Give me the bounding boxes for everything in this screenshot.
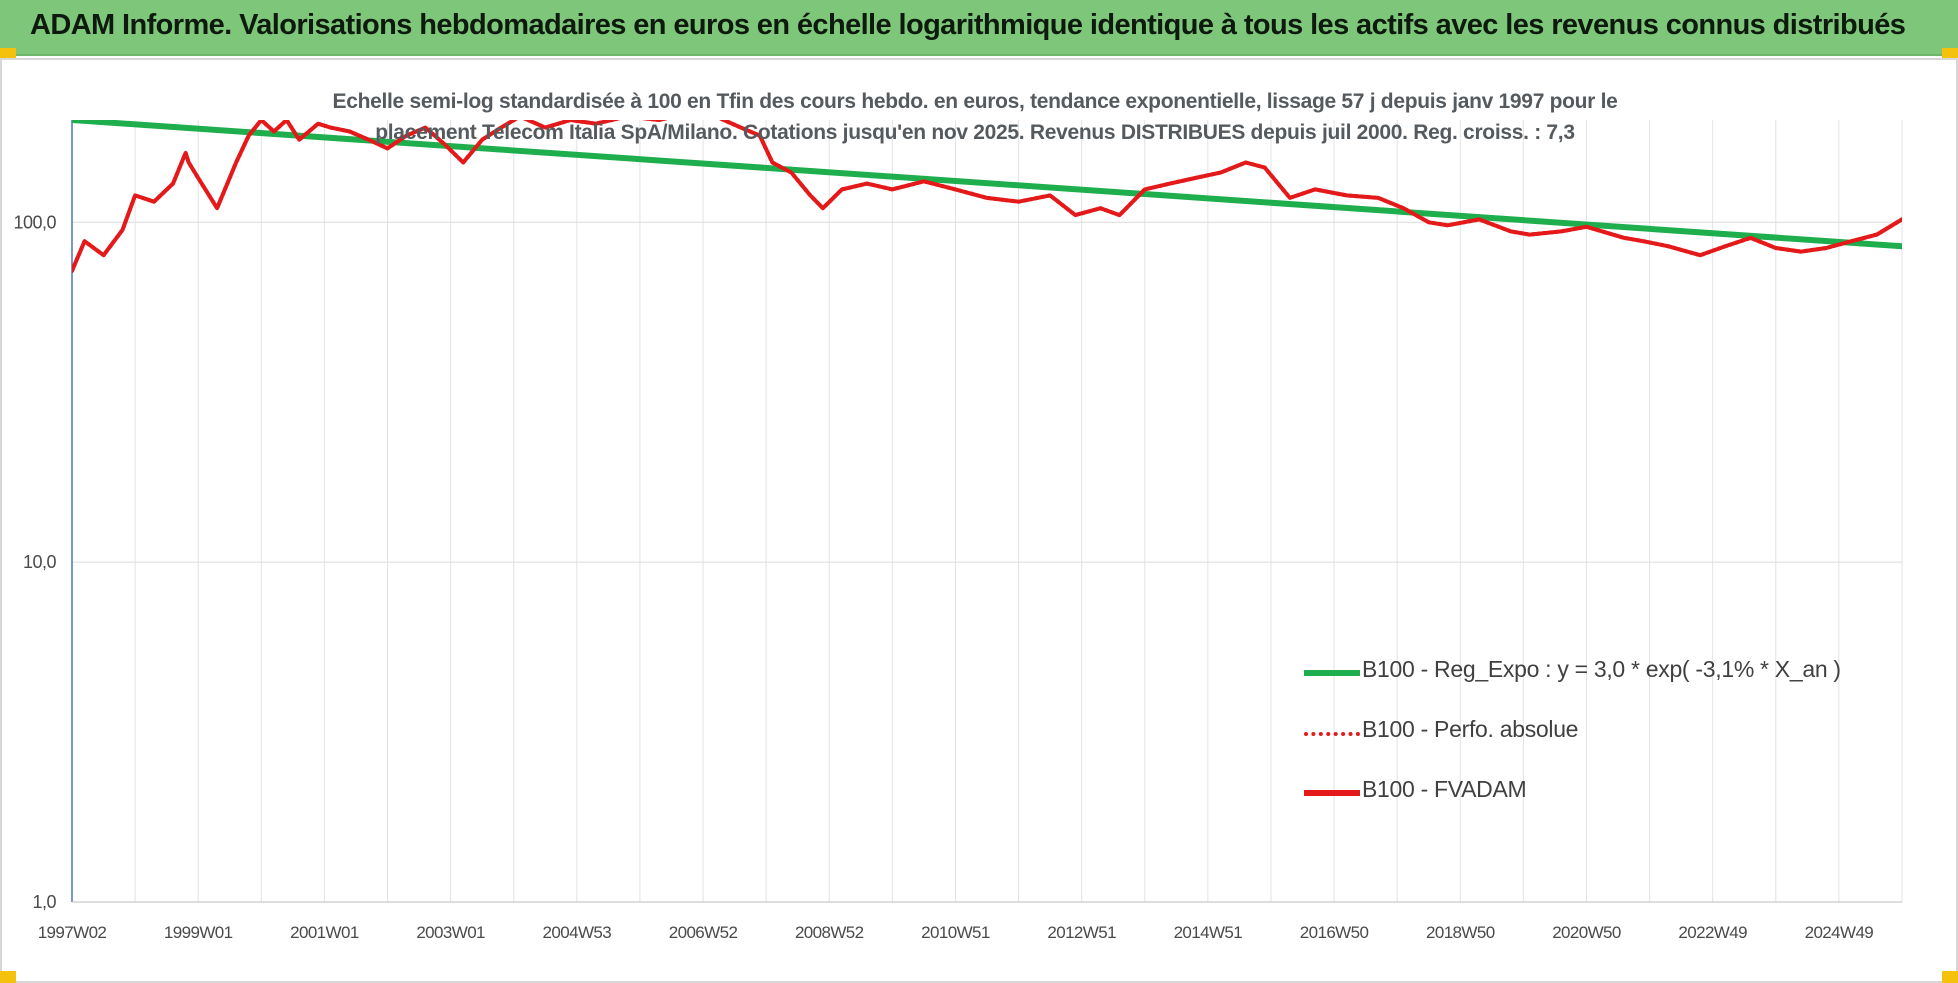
axes (71, 120, 1902, 903)
chart-frame (0, 58, 1958, 983)
x-tick-label: 2022W49 (1678, 923, 1747, 942)
x-tick-label: 2001W01 (290, 923, 359, 942)
x-tick-label: 2010W51 (921, 923, 990, 942)
legend-swatch-dotted-red-line (1304, 732, 1360, 736)
legend-swatch-red-line (1304, 790, 1360, 796)
y-tick-label: 100,0 (13, 212, 56, 232)
corner-marker-top-left (0, 48, 16, 60)
x-tick-label: 2003W01 (416, 923, 485, 942)
x-tick-label: 2020W50 (1552, 923, 1621, 942)
corner-marker-bottom-left (0, 971, 16, 983)
x-tick-label: 2006W52 (669, 923, 738, 942)
report-title: ADAM Informe. Valorisations hebdomadaire… (30, 9, 1906, 41)
report-banner: ADAM Informe. Valorisations hebdomadaire… (0, 0, 1958, 56)
legend-label: B100 - Perfo. absolue (1362, 716, 1579, 742)
legend-label: B100 - FVADAM (1362, 776, 1527, 802)
y-tick-label: 10,0 (23, 552, 57, 572)
x-tick-label: 2004W53 (543, 923, 612, 942)
x-tick-label: 1999W01 (164, 923, 233, 942)
y-tick-labels: 1,0 10,0 100,0 (13, 212, 57, 912)
legend-label: B100 - Reg_Expo : y = 3,0 * exp( -3,1% *… (1362, 656, 1841, 682)
y-tick-label: 1,0 (32, 892, 56, 912)
x-tick-label: 1997W02 (38, 923, 107, 942)
corner-marker-top-right (1942, 48, 1958, 60)
x-tick-label: 2014W51 (1174, 923, 1243, 942)
x-tick-label: 2008W52 (795, 923, 864, 942)
legend-swatch-green-line (1304, 670, 1360, 676)
x-tick-label: 2012W51 (1047, 923, 1116, 942)
x-tick-label: 2024W49 (1805, 923, 1874, 942)
chart-title: Echelle semi-log standardisée à 100 en T… (332, 90, 1618, 144)
x-tick-labels: 1997W02 1999W01 2001W01 2003W01 2004W53 2006W… (38, 923, 1874, 942)
corner-marker-bottom-right (1942, 971, 1958, 983)
x-tick-label: 2018W50 (1426, 923, 1495, 942)
series-line (72, 120, 1902, 273)
series-lines (72, 120, 1902, 273)
x-tick-label: 2016W50 (1300, 923, 1369, 942)
series-line (72, 120, 1902, 250)
